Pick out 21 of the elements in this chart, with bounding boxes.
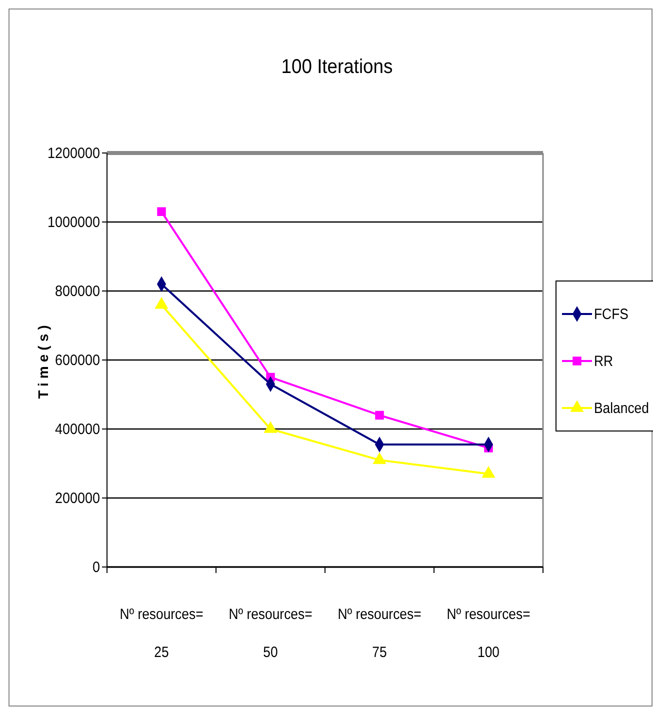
y-tick-label: 1000000 <box>48 214 100 232</box>
y-tick-label: 0 <box>92 560 100 576</box>
y-tick-label: 400000 <box>55 422 100 438</box>
y-axis-title: Time(s) <box>35 321 51 399</box>
point <box>157 207 166 216</box>
y-tick-label: 800000 <box>55 284 100 300</box>
point <box>373 452 386 464</box>
category-label: Nº resources= 100 <box>446 605 530 660</box>
y-tick-label: 1200000 <box>48 146 100 162</box>
point <box>482 466 495 478</box>
y-tick-label: 600000 <box>55 352 100 370</box>
category-label: Nº resources= 75 <box>338 605 422 660</box>
legend-label: Balanced <box>594 399 649 416</box>
chart-title: 100 Iterations <box>281 56 393 78</box>
legend-label: RR <box>594 352 614 370</box>
category-label: Nº resources= 50 <box>228 605 312 660</box>
y-tick-label: 200000 <box>55 490 100 508</box>
point <box>264 422 277 433</box>
point <box>375 410 384 420</box>
category-label: Nº resources= 25 <box>120 605 204 660</box>
legend-label: FCFS <box>594 305 628 322</box>
